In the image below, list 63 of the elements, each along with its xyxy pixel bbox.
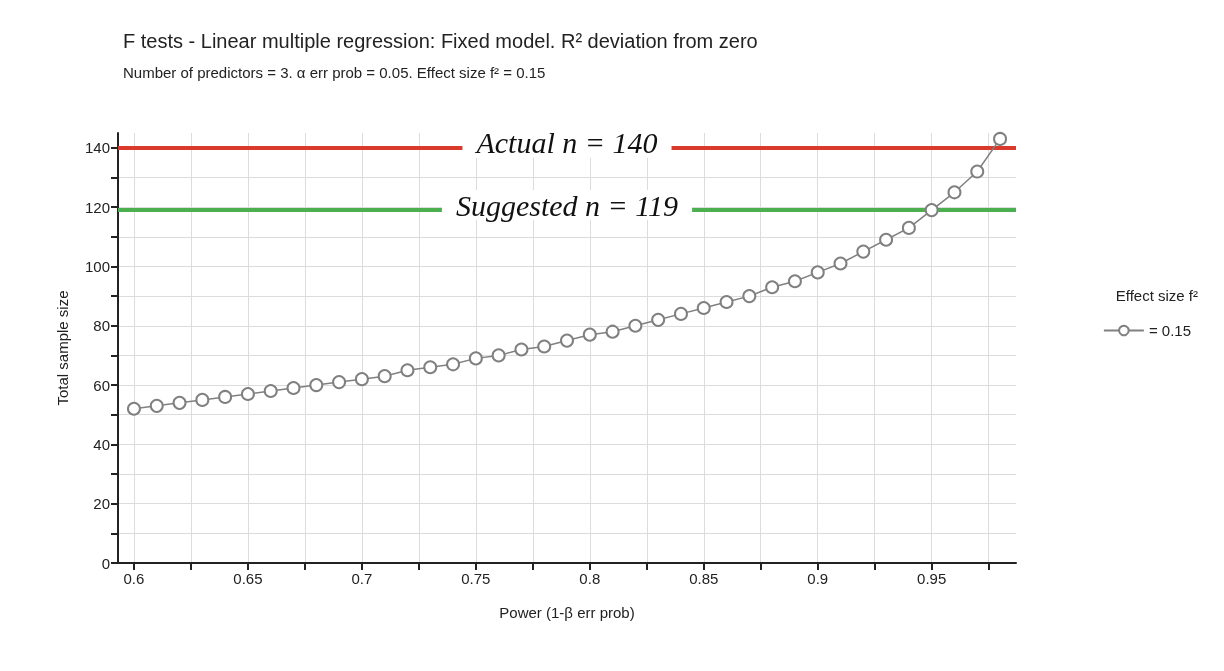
point	[263, 384, 278, 398]
y-tick-label: 40	[93, 435, 110, 453]
point	[901, 220, 916, 235]
y-tick-label: 120	[84, 198, 110, 216]
x-tick-label: 0.9	[807, 570, 829, 587]
legend-title: Effect size f²	[1115, 287, 1199, 304]
y-tick-label: 0	[101, 554, 110, 572]
point	[993, 131, 1008, 146]
point	[240, 386, 255, 401]
point	[400, 363, 415, 378]
x-tick-label: 0.6	[123, 570, 145, 587]
chart-title: F tests - Linear multiple regression: Fixed model. R² deviation from zero	[123, 30, 758, 52]
point	[651, 312, 666, 327]
point	[446, 357, 461, 372]
point	[332, 375, 347, 390]
point	[582, 327, 597, 342]
chart-subtitle: Number of predictors = 3. α err prob = 0.05. Effect size f² = 0.15	[123, 64, 546, 81]
point	[286, 381, 301, 396]
point	[628, 318, 643, 333]
point	[309, 378, 324, 393]
y-tick-label: 60	[93, 376, 110, 394]
x-tick-label: 0.75	[461, 570, 491, 587]
y-tick-label: 140	[84, 139, 110, 157]
x-tick-label: 0.7	[351, 570, 373, 587]
point	[491, 348, 506, 363]
point	[719, 295, 734, 310]
point	[218, 389, 233, 404]
point	[172, 395, 187, 410]
point	[605, 324, 620, 339]
point	[696, 300, 711, 315]
point	[560, 333, 574, 348]
point	[970, 164, 985, 179]
y-tick-label: 80	[93, 317, 110, 335]
x-axis-title: Power (1-β err prob)	[499, 604, 635, 621]
y-tick-label: 20	[93, 495, 110, 513]
point	[126, 401, 141, 416]
point	[947, 185, 962, 200]
point	[742, 289, 757, 304]
point	[856, 244, 871, 259]
point	[149, 398, 164, 413]
point	[514, 342, 529, 357]
y-tick-label: 100	[84, 257, 110, 275]
point	[787, 274, 802, 289]
ref-line-label: Suggested n = 119	[455, 188, 679, 222]
point	[924, 203, 939, 218]
x-tick-label: 0.8	[579, 570, 601, 587]
point	[195, 392, 210, 407]
x-tick-label: 0.85	[689, 570, 719, 587]
x-tick-label: 0.95	[917, 570, 947, 587]
point	[354, 372, 369, 387]
point	[673, 306, 688, 321]
point	[833, 256, 848, 271]
ref-line-label: Actual n = 140	[474, 126, 658, 160]
x-tick-label: 0.65	[233, 570, 263, 587]
point	[879, 232, 894, 247]
point	[765, 280, 780, 295]
point	[377, 369, 392, 384]
legend-label: = 0.15	[1148, 322, 1191, 339]
point	[810, 265, 825, 280]
point	[423, 360, 438, 375]
point	[537, 339, 552, 354]
y-axis-title: Total sample size	[54, 290, 71, 406]
point	[468, 351, 483, 366]
